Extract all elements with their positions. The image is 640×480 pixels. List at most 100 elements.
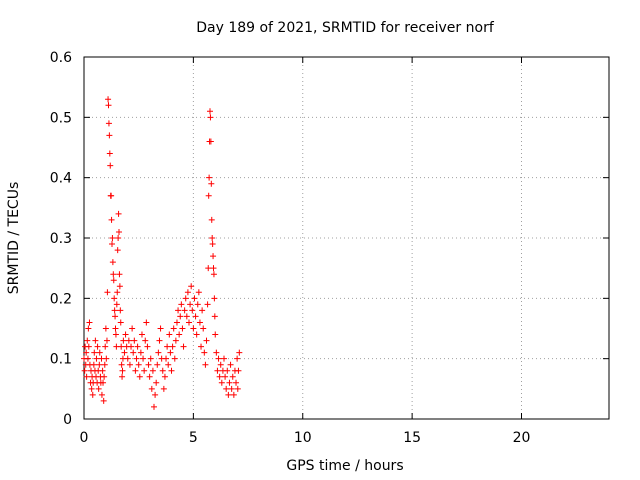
data-point	[129, 325, 136, 332]
data-point	[172, 337, 179, 344]
data-point	[104, 289, 111, 296]
data-point	[199, 307, 206, 314]
x-tick-label: 5	[189, 430, 198, 446]
data-point	[128, 343, 135, 350]
data-point	[156, 337, 163, 344]
data-point	[170, 325, 177, 332]
data-point	[167, 349, 174, 356]
data-point	[105, 96, 112, 103]
data-point	[116, 283, 123, 290]
data-point	[95, 385, 102, 392]
data-point	[160, 385, 167, 392]
data-point	[109, 241, 115, 248]
data-point	[205, 265, 212, 272]
data-point	[146, 373, 153, 380]
data-point	[132, 367, 139, 374]
data-point	[164, 343, 171, 350]
data-point	[155, 349, 162, 356]
data-point	[110, 271, 117, 278]
data-point	[233, 379, 240, 386]
data-point	[107, 162, 114, 169]
data-point	[208, 216, 215, 223]
data-point	[125, 337, 132, 344]
data-point	[207, 108, 213, 115]
data-point	[187, 301, 194, 308]
data-point	[177, 313, 184, 320]
data-point	[90, 361, 97, 368]
data-point	[168, 367, 175, 374]
data-point	[214, 367, 221, 374]
data-point	[165, 361, 172, 368]
data-point	[96, 349, 103, 356]
grid-layer	[84, 57, 609, 419]
data-point	[117, 319, 124, 326]
data-point	[112, 313, 119, 320]
data-point	[85, 325, 92, 332]
data-point	[216, 373, 223, 380]
data-point	[179, 325, 186, 332]
data-point	[163, 355, 170, 362]
data-point	[204, 301, 211, 308]
data-point	[147, 355, 154, 362]
data-point	[154, 361, 161, 368]
data-point	[196, 319, 203, 326]
data-point	[106, 132, 113, 139]
data-point	[133, 355, 140, 362]
data-point	[171, 355, 178, 362]
data-point	[101, 361, 108, 368]
data-point	[88, 385, 95, 392]
data-point	[151, 403, 157, 410]
data-point	[190, 325, 197, 332]
data-point	[111, 307, 118, 314]
data-point	[140, 355, 147, 362]
data-point	[211, 295, 218, 302]
data-point	[84, 355, 91, 362]
data-point	[137, 349, 144, 356]
data-point	[115, 210, 122, 217]
data-point	[115, 235, 122, 241]
data-point	[124, 355, 131, 362]
data-point	[186, 319, 192, 326]
data-point	[215, 355, 222, 362]
data-point	[192, 313, 199, 320]
data-point	[114, 247, 121, 254]
data-point	[210, 271, 217, 278]
data-point	[138, 331, 145, 338]
data-point	[110, 277, 117, 284]
data-point	[226, 379, 233, 386]
data-point	[184, 289, 191, 296]
data-point	[112, 325, 119, 332]
data-point	[113, 301, 120, 308]
data-point	[218, 379, 225, 386]
data-point	[111, 295, 118, 302]
data-point	[198, 343, 205, 350]
data-point	[108, 216, 115, 223]
y-axis-label: SRMTID / TECUs	[6, 182, 22, 295]
data-point	[109, 235, 116, 241]
data-point	[202, 361, 209, 368]
data-point	[222, 373, 229, 380]
data-point	[126, 361, 133, 368]
y-tick-label: 0.2	[50, 291, 72, 307]
data-point	[234, 385, 241, 392]
data-point	[201, 349, 208, 356]
data-point	[230, 391, 237, 398]
data-point	[213, 349, 220, 356]
data-point	[228, 385, 235, 392]
x-axis-label: GPS time / hours	[286, 458, 403, 474]
point-layer	[81, 96, 243, 410]
data-point	[209, 241, 216, 248]
data-point	[119, 373, 126, 380]
y-tick-label: 0	[63, 412, 72, 428]
data-point	[112, 331, 119, 338]
data-point	[143, 319, 150, 326]
data-point	[83, 349, 90, 356]
data-point	[195, 289, 202, 296]
data-point	[109, 259, 116, 266]
data-point	[93, 355, 100, 362]
data-point	[236, 349, 243, 356]
data-point	[122, 331, 129, 338]
data-point	[153, 379, 160, 386]
data-point	[96, 361, 103, 368]
